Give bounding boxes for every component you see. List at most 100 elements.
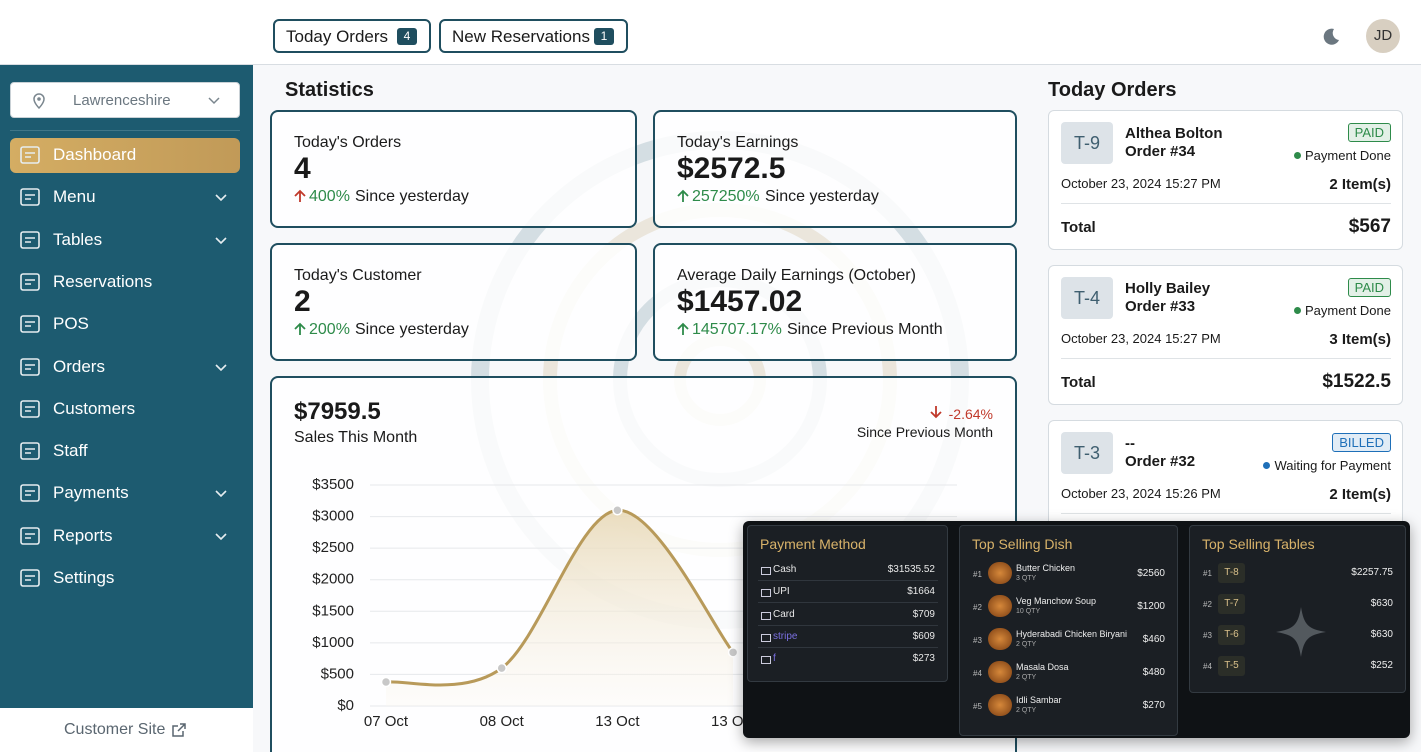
- stat-value: 4: [294, 152, 311, 185]
- dish-rank: #3: [973, 636, 982, 645]
- nav-item[interactable]: Menu: [53, 187, 96, 207]
- dish-image: [988, 694, 1012, 716]
- stat-card: Today's Orders 4 400% Since yesterday: [270, 110, 637, 228]
- dish-amount: $1200: [1137, 601, 1165, 612]
- sparkle-decoration: [1276, 607, 1326, 657]
- table-rank: #2: [1203, 600, 1212, 609]
- dish-image: [988, 661, 1012, 683]
- x-tick-label: 13 Oct: [595, 713, 640, 730]
- dish-amount: $480: [1142, 667, 1165, 678]
- overlay-card: Top Selling Tables #1 T-8 $2257.75 #2 T-7 $630…: [1189, 525, 1406, 693]
- dish-image: [988, 628, 1012, 650]
- stat-change: 145707.17%: [692, 321, 782, 338]
- dish-rank: #5: [973, 702, 982, 711]
- nav-icon: [20, 315, 40, 333]
- row-divider: [758, 624, 938, 626]
- order-number: Order #32: [1125, 453, 1196, 470]
- nav-item[interactable]: Reservations: [53, 271, 153, 291]
- location-select[interactable]: Lawrenceshire: [10, 82, 240, 118]
- nav-item[interactable]: Customers: [53, 398, 136, 418]
- order-items: 3 Item(s): [1329, 331, 1391, 348]
- order-items: 2 Item(s): [1329, 176, 1391, 193]
- table-rank: #3: [1203, 631, 1212, 640]
- theme-toggle[interactable]: [1321, 26, 1341, 46]
- dish-amount: $2560: [1137, 568, 1165, 579]
- status-dot: [1263, 462, 1270, 469]
- order-total-label: Total: [1061, 219, 1096, 236]
- nav-item[interactable]: Payments: [53, 483, 129, 503]
- order-status: PAID: [1347, 123, 1391, 142]
- customer-site-link[interactable]: Customer Site: [64, 721, 166, 738]
- y-tick-label: $2500: [312, 539, 354, 556]
- header-button[interactable]: Today Orders 4: [273, 19, 431, 53]
- dish-rank: #4: [973, 669, 982, 678]
- status-dot: [1294, 307, 1301, 314]
- dish-image: [988, 595, 1012, 617]
- payment-amount: $1664: [907, 586, 935, 598]
- y-tick-label: $0: [337, 697, 354, 714]
- stat-change: 400%: [309, 188, 350, 205]
- row-divider: [758, 580, 938, 581]
- payment-name: UPI: [773, 586, 790, 598]
- nav-icon: [20, 230, 40, 249]
- nav-item[interactable]: Staff: [53, 441, 88, 461]
- stat-label: Today's Customer: [294, 267, 422, 284]
- nav-icon: [20, 146, 40, 164]
- trend-up-icon: [294, 189, 306, 202]
- order-divider: [1061, 358, 1391, 359]
- order-total-label: Total: [1061, 374, 1096, 391]
- nav-chevron: [215, 194, 227, 202]
- nav-item[interactable]: Settings: [53, 568, 115, 587]
- sales-change: -2.64%: [948, 406, 993, 422]
- order-status: BILLED: [1332, 433, 1391, 452]
- order-time: October 23, 2024 15:26 PM: [1061, 486, 1221, 501]
- payment-icon: [761, 611, 771, 620]
- order-card[interactable]: T-4 Holly Bailey Order #33 PAID Payment Done…: [1048, 265, 1403, 405]
- order-customer: Holly Bailey: [1125, 280, 1211, 297]
- section-title: Statistics: [285, 79, 374, 101]
- sidebar-divider: [10, 130, 240, 131]
- nav-item[interactable]: Reports: [53, 525, 113, 545]
- dish-name: Masala Dosa: [1016, 662, 1069, 672]
- table-amount: $252: [1370, 660, 1393, 671]
- order-time: October 23, 2024 15:27 PM: [1061, 176, 1221, 191]
- order-time: October 23, 2024 15:27 PM: [1061, 331, 1221, 346]
- overlay-card: Payment Method Cash $31535.52 UPI $1664 Card $…: [747, 525, 948, 682]
- avatar[interactable]: JD: [1366, 19, 1400, 53]
- nav-icon: [20, 357, 40, 376]
- status-dot: [1294, 152, 1301, 159]
- table-rank: #4: [1203, 662, 1212, 671]
- dish-amount: $460: [1142, 634, 1165, 645]
- nav-item[interactable]: POS: [53, 314, 89, 334]
- sales-total: $7959.5: [294, 398, 381, 425]
- line-area: [386, 510, 734, 706]
- trend-up-icon: [677, 322, 689, 335]
- nav-item[interactable]: Orders: [53, 356, 105, 376]
- order-card[interactable]: T-9 Althea Bolton Order #34 PAID Payment Don…: [1048, 110, 1403, 250]
- y-tick-label: $3500: [312, 476, 354, 493]
- order-number: Order #33: [1125, 298, 1196, 315]
- dish-amount: $270: [1142, 700, 1165, 711]
- table-rank: #1: [1203, 569, 1212, 578]
- nav-icon: [20, 273, 40, 291]
- location-label: Lawrenceshire: [73, 92, 171, 109]
- y-tick-label: $1500: [312, 602, 354, 619]
- order-customer: --: [1125, 435, 1135, 452]
- header-button[interactable]: New Reservations 1: [439, 19, 628, 53]
- line-point: [496, 662, 507, 674]
- nav-item[interactable]: Tables: [53, 229, 103, 249]
- payment-icon: [761, 656, 771, 665]
- nav-item[interactable]: Dashboard: [53, 145, 137, 164]
- header: [0, 0, 1421, 65]
- trend-up-icon: [294, 322, 306, 335]
- nav-active-bg: [10, 138, 240, 173]
- stat-change-note: Since Previous Month: [787, 321, 943, 338]
- line-point: [612, 505, 623, 516]
- nav-chevron: [215, 490, 227, 498]
- nav-chevron: [215, 533, 227, 540]
- order-number: Order #34: [1125, 143, 1196, 160]
- order-payment: Payment Done: [1305, 148, 1391, 163]
- order-table: T-9: [1061, 122, 1113, 164]
- order-customer: Althea Bolton: [1125, 125, 1223, 142]
